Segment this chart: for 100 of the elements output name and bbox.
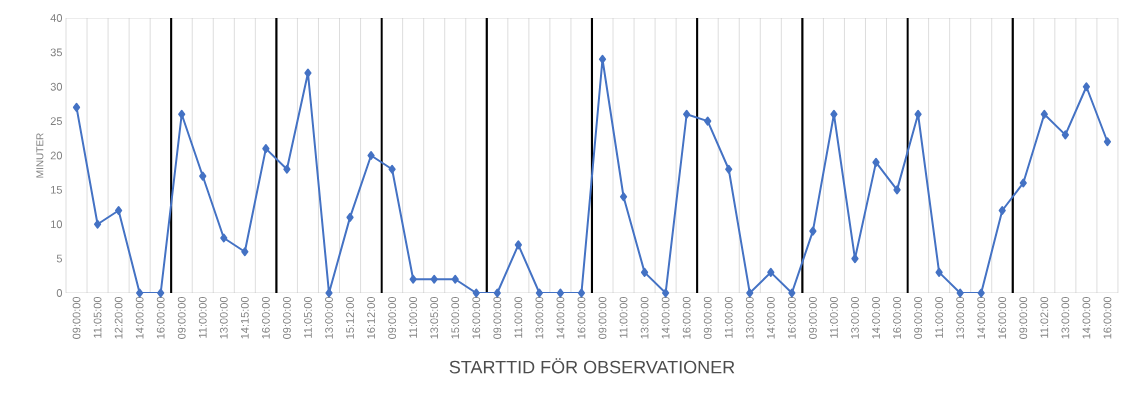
point [1082,82,1091,92]
point [535,288,544,298]
x-tick-label: 11:00:00 [409,296,418,338]
x-tick-label: 16:00:00 [472,296,481,339]
y-tick-label: 15 [51,186,62,194]
x-tick-label: 14:00:00 [661,296,670,339]
x-tick-label: 11:00:00 [830,296,838,338]
y-tick-label: 30 [50,82,63,91]
x-tick-label: 14:00:00 [977,296,986,339]
x-tick-label: 09:00:00 [809,296,817,339]
y-tick-label: 35 [50,48,62,57]
x-tick-label: 11:05:00 [93,296,102,338]
x-tick-label: 13:00:00 [219,296,228,339]
x-tick-label: 16:00:00 [1103,296,1112,339]
y-tick-label: 20 [50,151,63,160]
y-tick-label: 5 [56,254,62,263]
point [514,240,522,250]
point [977,288,985,298]
point [914,109,922,119]
y-tick-label: 10 [51,220,63,229]
point [388,164,396,174]
point [220,233,228,243]
point [788,288,796,298]
x-tick-label: 16:00:00 [998,296,1007,339]
x-tick-label: 14:00:00 [556,296,565,339]
point [262,144,270,154]
point [178,109,186,119]
x-tick-label: 13:05:00 [430,296,439,339]
x-axis-title: STARTTID FÖR OBSERVATIONER [449,358,735,374]
x-tick-label: 09:00:00 [72,296,81,339]
point [1019,178,1027,188]
point [704,116,712,126]
x-tick-label: 13:00:00 [640,296,649,339]
y-tick-label: 25 [50,117,62,126]
point [556,288,565,298]
point [598,54,607,64]
x-tick-label: 11:00:00 [935,296,944,338]
point [114,206,123,215]
y-tick-label: 40 [50,14,63,22]
point [767,267,775,277]
point [935,267,943,277]
point [683,109,691,119]
x-tick-label: 13:00:00 [325,296,333,339]
point [893,185,901,195]
point [430,274,438,284]
x-tick-label: 15:00:00 [451,296,460,339]
point [283,164,291,174]
x-tick-label: 09:00:00 [177,296,186,339]
point [157,288,165,298]
x-tick-label: 15:12:00 [346,296,354,339]
x-tick-label: 11:00:00 [724,296,733,338]
x-tick-label: 14:15:00 [240,296,249,339]
point [409,274,417,284]
point [304,68,312,78]
point [872,157,880,167]
point [472,288,480,298]
point [577,288,586,298]
point [1040,109,1048,119]
x-tick-label: 16:00:00 [156,296,165,339]
point [367,151,375,160]
x-tick-label: 13:00:00 [745,296,754,339]
point [809,226,817,236]
x-tick-label: 14:00:00 [135,296,144,339]
x-tick-label: 14:00:00 [766,296,775,339]
y-tick-label: 0 [56,289,63,297]
point [998,206,1006,215]
x-tick-label: 11:02:00 [1040,296,1049,338]
point [241,247,249,257]
x-tick-label: 09:00:00 [493,296,502,339]
point [199,171,207,181]
x-tick-label: 12:20:00 [114,296,123,339]
x-tick-label: 13:00:00 [535,296,544,339]
x-tick-label: 16:00:00 [682,296,691,339]
x-tick-label: 13:00:00 [1061,296,1070,339]
x-tick-label: 14:00:00 [1082,296,1091,339]
x-tick-label: 09:00:00 [703,296,712,339]
point [72,102,81,112]
x-tick-label: 14:00:00 [872,296,880,339]
x-tick-label: 16:00:00 [893,296,901,339]
point [619,192,628,202]
point [640,267,649,277]
x-tick-label: 09:00:00 [598,296,607,339]
point [830,109,838,119]
point [725,164,733,174]
point [346,212,354,222]
x-tick-label: 09:00:00 [914,296,922,339]
point [451,274,459,284]
x-tick-label: 09:00:00 [283,296,291,339]
point [661,288,670,298]
point [325,288,333,298]
point [851,254,859,264]
point [746,288,754,298]
x-tick-label: 09:00:00 [1019,296,1028,339]
x-tick-label: 11:00:00 [198,296,207,338]
x-tick-label: 13:00:00 [956,296,965,339]
point [956,288,964,298]
x-tick-label: 11:00:00 [514,296,523,338]
x-tick-label: 11:00:00 [619,296,628,338]
y-axis-title: MINUTER [36,133,44,178]
point [136,288,144,298]
